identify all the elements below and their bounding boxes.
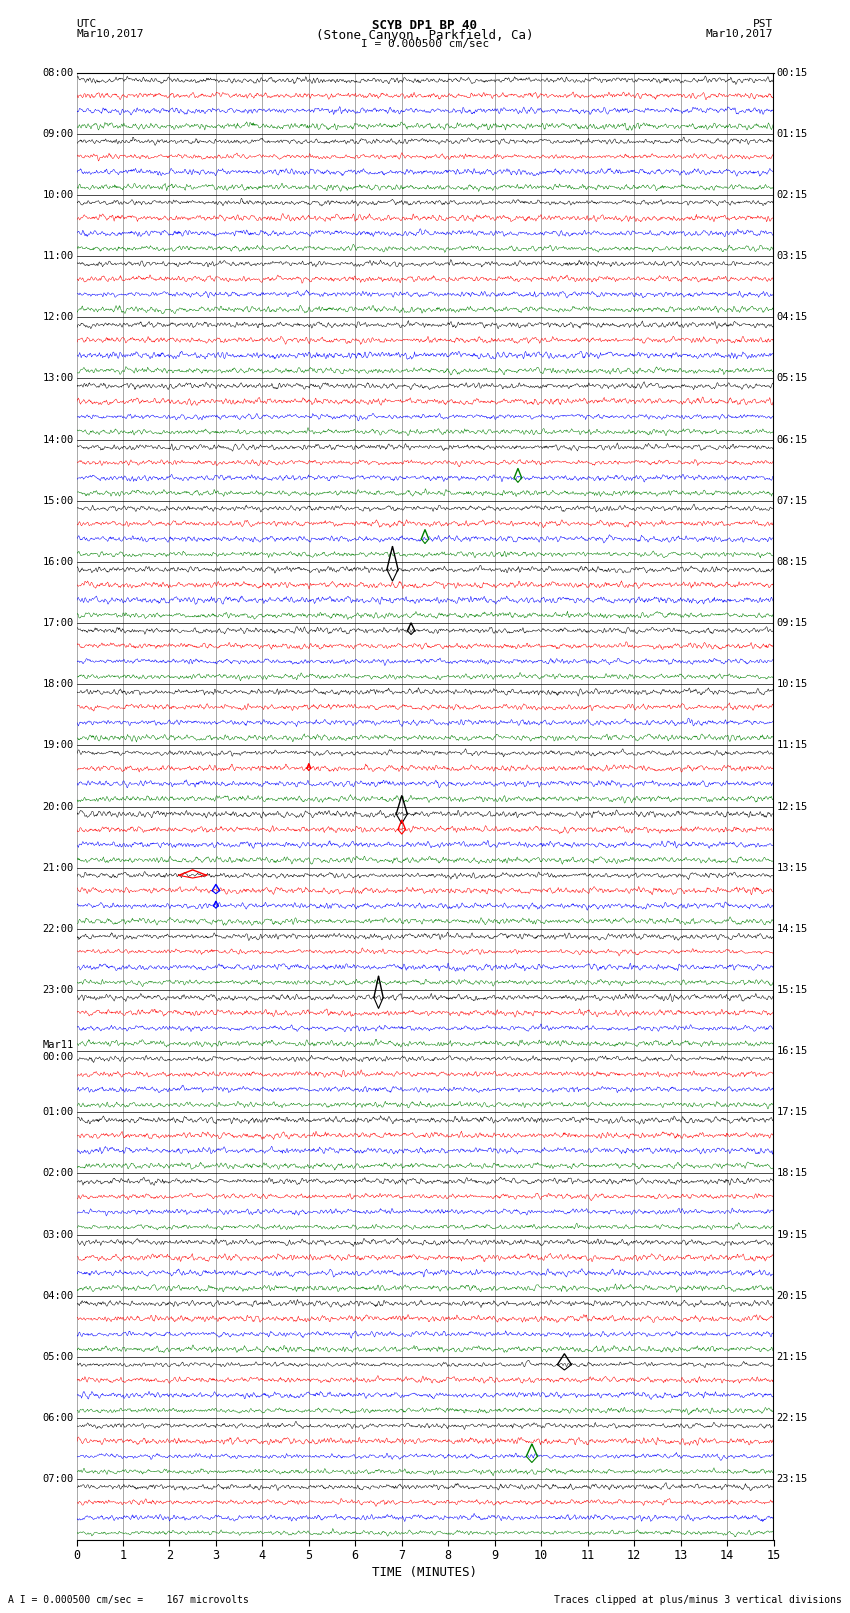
Text: SCYB DP1 BP 40: SCYB DP1 BP 40 xyxy=(372,19,478,32)
Text: PST: PST xyxy=(753,19,774,29)
Text: Mar10,2017: Mar10,2017 xyxy=(76,29,144,39)
Text: I = 0.000500 cm/sec: I = 0.000500 cm/sec xyxy=(361,39,489,48)
X-axis label: TIME (MINUTES): TIME (MINUTES) xyxy=(372,1566,478,1579)
Text: Mar10,2017: Mar10,2017 xyxy=(706,29,774,39)
Text: Traces clipped at plus/minus 3 vertical divisions: Traces clipped at plus/minus 3 vertical … xyxy=(553,1595,842,1605)
Text: A I = 0.000500 cm/sec =    167 microvolts: A I = 0.000500 cm/sec = 167 microvolts xyxy=(8,1595,249,1605)
Text: (Stone Canyon, Parkfield, Ca): (Stone Canyon, Parkfield, Ca) xyxy=(316,29,534,42)
Text: UTC: UTC xyxy=(76,19,97,29)
